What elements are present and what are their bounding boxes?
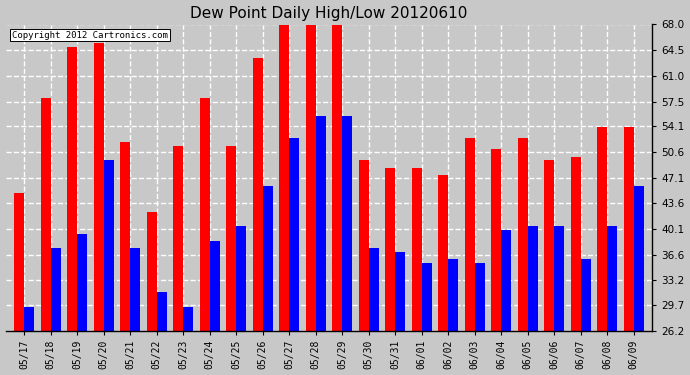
Bar [332,24,342,331]
Bar [14,193,24,331]
Bar [368,248,379,331]
Bar [41,98,50,331]
Bar [342,116,352,331]
Bar [104,160,114,331]
Bar [359,160,368,331]
Bar [491,149,501,331]
Title: Dew Point Daily High/Low 20120610: Dew Point Daily High/Low 20120610 [190,6,468,21]
Bar [279,24,289,331]
Bar [528,226,538,331]
Bar [607,226,617,331]
Bar [475,263,484,331]
Bar [448,259,458,331]
Bar [289,138,299,331]
Bar [183,307,193,331]
Bar [67,46,77,331]
Bar [130,248,140,331]
Bar [173,146,183,331]
Bar [438,175,448,331]
Bar [24,307,34,331]
Bar [518,138,528,331]
Bar [210,241,219,331]
Bar [633,186,644,331]
Bar [146,211,157,331]
Bar [624,127,633,331]
Bar [226,146,236,331]
Bar [580,259,591,331]
Text: Copyright 2012 Cartronics.com: Copyright 2012 Cartronics.com [12,31,168,40]
Bar [236,226,246,331]
Bar [597,127,607,331]
Bar [263,186,273,331]
Bar [157,292,167,331]
Bar [50,248,61,331]
Bar [94,43,104,331]
Bar [571,156,580,331]
Bar [411,168,422,331]
Bar [464,138,475,331]
Bar [77,234,87,331]
Bar [306,24,315,331]
Bar [501,230,511,331]
Bar [385,168,395,331]
Bar [199,98,210,331]
Bar [120,142,130,331]
Bar [253,57,263,331]
Bar [544,160,554,331]
Bar [315,116,326,331]
Bar [395,252,405,331]
Bar [554,226,564,331]
Bar [422,263,432,331]
